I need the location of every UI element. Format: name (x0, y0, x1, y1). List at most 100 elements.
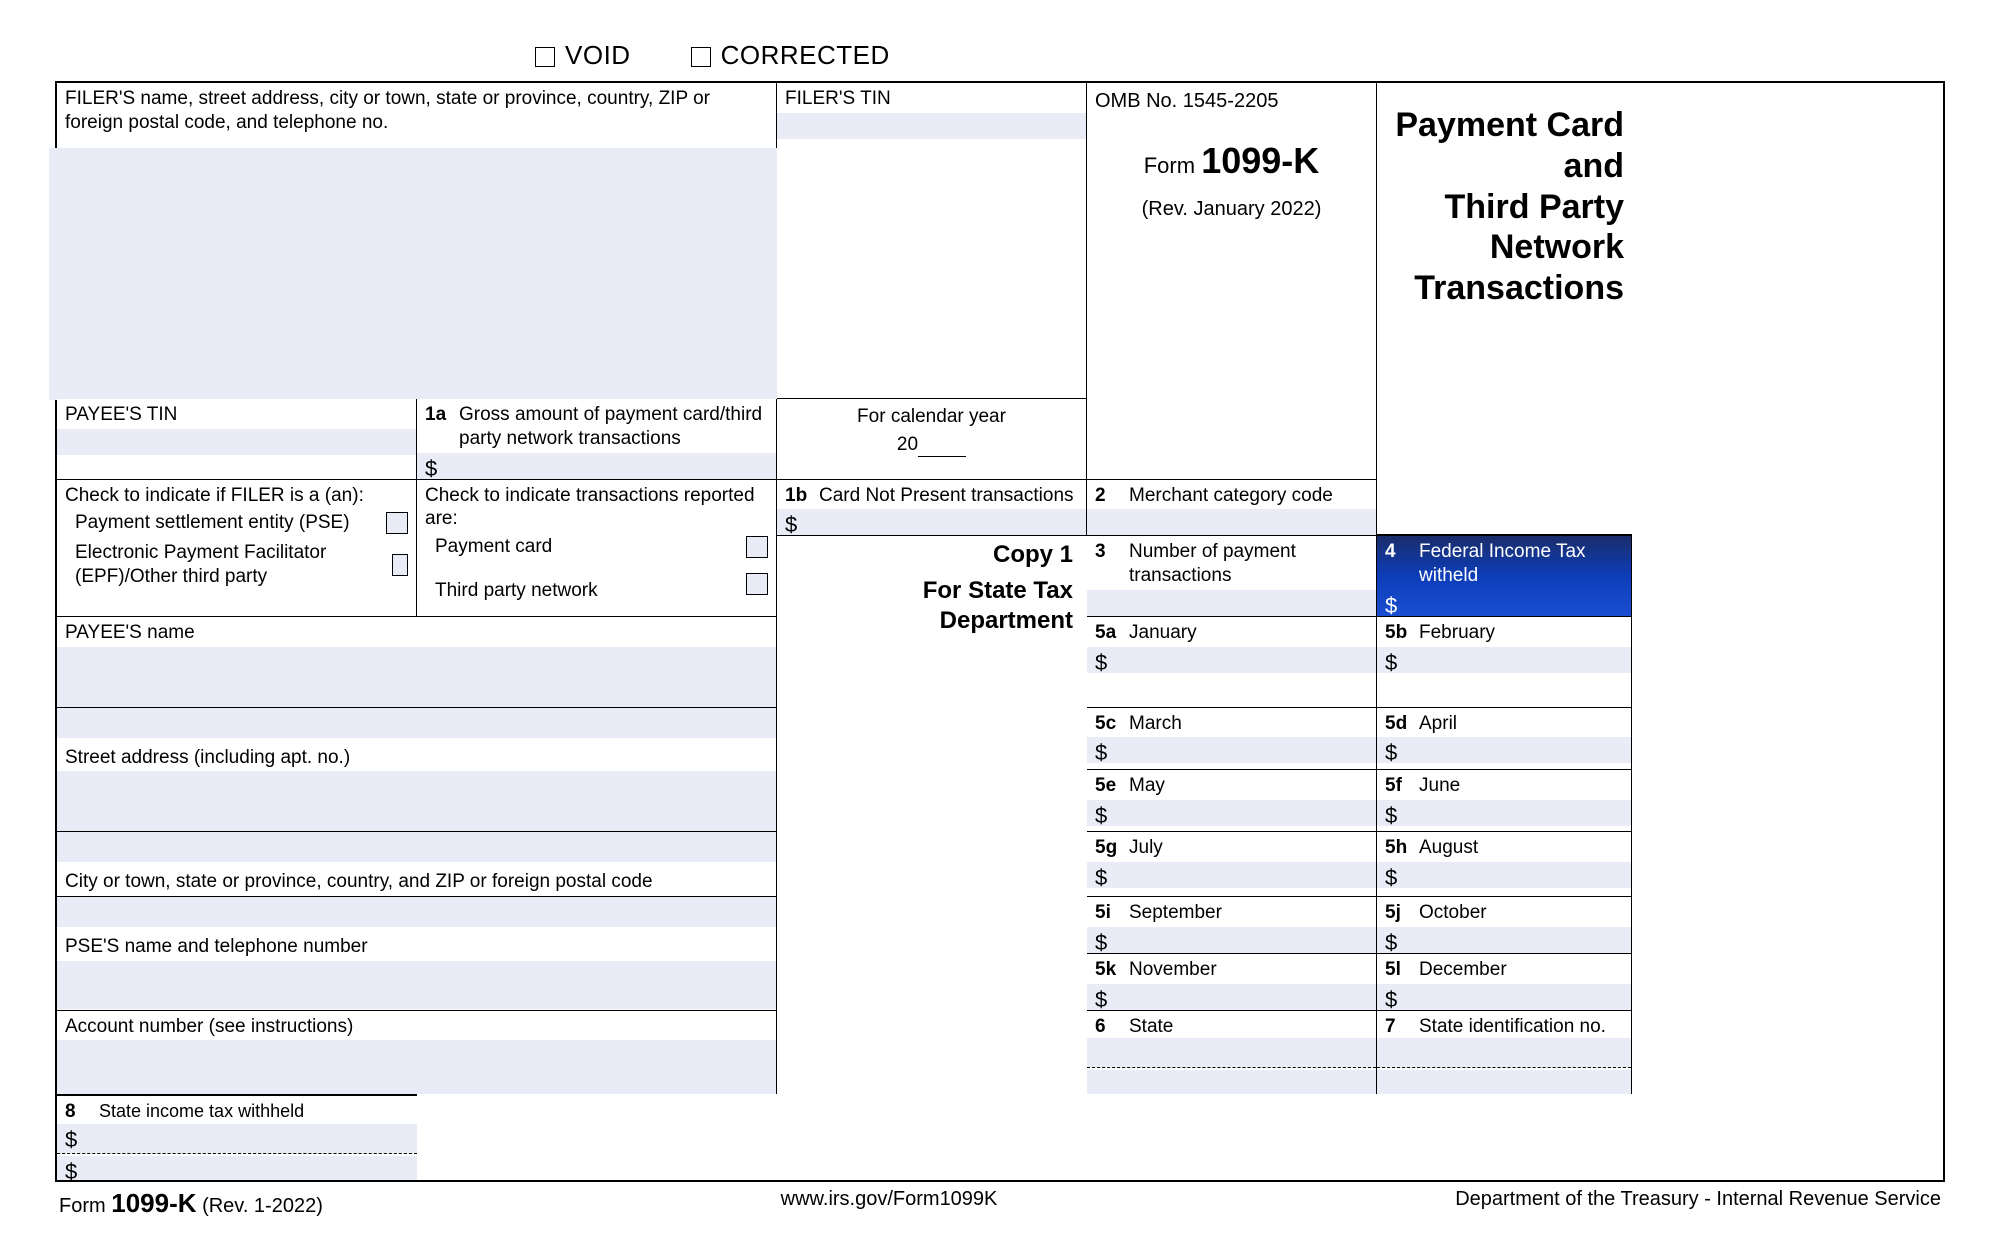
box-4-num: 4 (1385, 540, 1409, 588)
box-1b-input[interactable]: $ (777, 509, 1086, 535)
box-8-label: State income tax withheld (99, 1100, 304, 1124)
box-1b-label: Card Not Present transactions (819, 484, 1074, 508)
void-option: VOID (535, 40, 631, 71)
box-5h-label: August (1419, 836, 1478, 860)
street-label: Street address (including apt. no.) (65, 712, 768, 770)
paycard-label: Payment card (435, 535, 552, 559)
box-5h-input[interactable]: $ (1377, 862, 1631, 888)
box-8: 8 State income tax withheld $ $ (57, 1094, 417, 1180)
street-input[interactable] (57, 771, 776, 831)
box-5b-num: 5b (1385, 621, 1409, 645)
box-7-input-a[interactable] (1377, 1038, 1631, 1068)
filer-name-box: FILER'S name, street address, city or to… (57, 83, 777, 399)
footer-url: www.irs.gov/Form1099K (781, 1188, 998, 1219)
box-6-input-b[interactable] (1087, 1070, 1376, 1094)
box-5g: 5gJuly $ (1087, 832, 1377, 897)
box-5d-input[interactable]: $ (1377, 737, 1631, 763)
cal-year-prefix: 20 (897, 434, 918, 455)
omb-label: OMB No. 1545-2205 (1095, 89, 1368, 114)
tpn-checkbox[interactable] (746, 573, 768, 595)
form-id-box: OMB No. 1545-2205 Form 1099-K (Rev. Janu… (1087, 83, 1377, 480)
box-5a: 5aJanuary $ (1087, 617, 1377, 708)
box-5c-num: 5c (1095, 712, 1119, 736)
box-5f-input[interactable]: $ (1377, 800, 1631, 826)
footer-dept: Department of the Treasury - Internal Re… (1455, 1188, 1941, 1219)
box-7-num: 7 (1385, 1015, 1409, 1039)
copy-line2: For State Tax (785, 576, 1079, 606)
box-7: 7State identification no. (1377, 1011, 1632, 1095)
box-5i-num: 5i (1095, 901, 1119, 925)
epf-checkbox[interactable] (392, 554, 408, 576)
box-1a: 1aGross amount of payment card/third par… (417, 399, 777, 480)
box-5l-label: December (1419, 958, 1507, 982)
box-2-input[interactable] (1087, 509, 1376, 535)
street-box: Street address (including apt. no.) (57, 708, 777, 833)
box-7-input-b[interactable] (1377, 1070, 1631, 1094)
box-5b: 5bFebruary $ (1377, 617, 1632, 708)
cal-year-box: For calendar year 20 (777, 399, 1087, 480)
box-3-input[interactable] (1087, 590, 1376, 616)
paycard-checkbox[interactable] (746, 536, 768, 558)
box-5g-input[interactable]: $ (1087, 862, 1376, 888)
box-6-input-a[interactable] (1087, 1038, 1376, 1068)
box-5a-input[interactable]: $ (1087, 647, 1376, 673)
box-8-num: 8 (65, 1100, 89, 1124)
footer-rev: (Rev. 1-2022) (202, 1195, 323, 1217)
pse-name-input[interactable] (57, 961, 776, 1009)
payee-name-label: PAYEE'S name (65, 621, 768, 645)
pse-label: Payment settlement entity (PSE) (75, 511, 350, 535)
box-5c: 5cMarch $ (1087, 708, 1377, 770)
filer-type-box: Check to indicate if FILER is a (an): Pa… (57, 480, 417, 617)
box-2: 2Merchant category code (1087, 480, 1377, 537)
cal-year-label: For calendar year (785, 405, 1078, 429)
box-5g-num: 5g (1095, 836, 1119, 860)
box-3-num: 3 (1095, 540, 1119, 588)
box-5f-label: June (1419, 774, 1460, 798)
box-8-input-b[interactable]: $ (57, 1156, 417, 1180)
box-3-label: Number of payment transactions (1129, 540, 1368, 588)
filer-tin-box: FILER'S TIN (777, 83, 1087, 399)
box-5h-num: 5h (1385, 836, 1409, 860)
box-3: 3Number of payment transactions (1087, 536, 1377, 617)
copy-line1: Copy 1 (785, 540, 1079, 570)
payee-tin-input[interactable] (57, 429, 416, 455)
acct-input[interactable] (57, 1040, 776, 1094)
box-5j-input[interactable]: $ (1377, 927, 1631, 953)
box-5b-input[interactable]: $ (1377, 647, 1631, 673)
filer-name-input[interactable] (49, 148, 784, 400)
pse-checkbox[interactable] (386, 512, 408, 534)
box-5j: 5j October $ (1377, 897, 1632, 954)
payee-name-input[interactable] (57, 647, 776, 707)
acct-box: Account number (see instructions) (57, 1011, 777, 1095)
box-5j-label: October (1419, 901, 1487, 925)
box-5d: 5dApril $ (1377, 708, 1632, 770)
box-8-input-a[interactable]: $ (57, 1124, 417, 1154)
box-5c-input[interactable]: $ (1087, 737, 1376, 763)
box-5i-input[interactable]: $ (1087, 927, 1376, 953)
box-2-label: Merchant category code (1129, 484, 1333, 508)
acct-label: Account number (see instructions) (65, 1015, 768, 1039)
title-line3: Network (1385, 227, 1624, 268)
box-1a-input[interactable]: $ (417, 453, 776, 479)
box-5j-num: 5j (1385, 901, 1409, 925)
corrected-label: CORRECTED (721, 40, 890, 70)
box-5e-label: May (1129, 774, 1165, 798)
box-5e-input[interactable]: $ (1087, 800, 1376, 826)
box-4-label: Federal Income Tax witheld (1419, 540, 1623, 588)
trans-type-header: Check to indicate transactions reported … (425, 484, 768, 532)
void-checkbox[interactable] (535, 47, 555, 67)
filer-tin-input[interactable] (777, 113, 1086, 139)
form-prefix: Form (1144, 153, 1195, 178)
box-5l-input[interactable]: $ (1377, 984, 1631, 1010)
box-5k: 5kNovember $ (1087, 954, 1377, 1011)
payee-tin-box: PAYEE'S TIN (57, 399, 417, 480)
box-4-input[interactable]: $ (1377, 590, 1631, 616)
payee-tin-label: PAYEE'S TIN (65, 403, 408, 427)
cal-year-input[interactable] (918, 456, 966, 457)
box-5a-label: January (1129, 621, 1197, 645)
box-5k-input[interactable]: $ (1087, 984, 1376, 1010)
box-5i-label: September (1129, 901, 1222, 925)
form-number: 1099-K (1201, 140, 1319, 181)
filer-type-header: Check to indicate if FILER is a (an): (65, 484, 408, 508)
corrected-checkbox[interactable] (691, 47, 711, 67)
